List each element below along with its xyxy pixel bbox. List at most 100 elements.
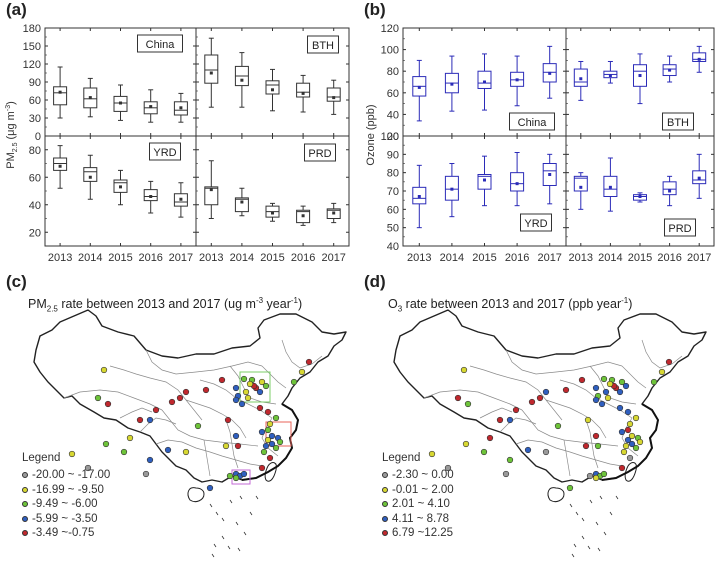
region-label-china: China (137, 34, 183, 53)
south-china-sea-island (229, 499, 233, 504)
legend-title: Legend (382, 452, 421, 464)
region-label-text: YRD (524, 218, 547, 230)
station-point (480, 448, 488, 456)
box-iqr (573, 175, 588, 192)
box-china-2014 (444, 55, 459, 112)
station-point (622, 382, 630, 390)
box-mean-marker (58, 90, 62, 94)
station-point (218, 376, 226, 384)
box-yrd-2016 (510, 152, 525, 207)
y-axis-label: PM2.5 (μg m-3) (5, 101, 19, 169)
station-point (592, 432, 600, 440)
map-d-legend: Legend -2.30 ~ 0.00 -0.01 ~ 2.00 2.01 ~ … (382, 452, 454, 541)
hainan-island (547, 487, 565, 503)
box-mean-marker (417, 195, 421, 198)
x-tick-label: 2017 (169, 252, 193, 264)
station-point (104, 400, 112, 408)
box-china-2015 (477, 53, 492, 111)
province-border (469, 365, 563, 421)
box-mean-marker (149, 105, 153, 109)
box-china-2013 (53, 66, 68, 119)
y-tick-label: 20 (387, 131, 399, 143)
station-point (272, 414, 280, 422)
box-mean-marker (608, 74, 612, 78)
box-mean-marker (301, 91, 305, 95)
y-tick-label: 150 (23, 41, 41, 53)
province-border (63, 389, 163, 411)
x-tick-label: 2017 (321, 252, 345, 264)
legend-dot-icon (382, 515, 388, 522)
box-prd-2014 (603, 157, 618, 212)
box-yrd-2014 (83, 154, 98, 200)
station-point (246, 380, 254, 388)
station-point (305, 358, 313, 366)
y-tick-label: 60 (29, 95, 41, 107)
box-mean-marker (579, 185, 583, 189)
region-label-box (137, 34, 183, 53)
box-mean-marker (668, 68, 672, 72)
station-point (618, 464, 626, 472)
x-tick-label: 2015 (108, 252, 132, 264)
station-point (240, 470, 248, 478)
station-point (592, 384, 600, 392)
station-point (632, 444, 640, 452)
x-tick-label: 2014 (230, 252, 254, 264)
box-mean-marker (149, 195, 153, 198)
y-tick-label: 100 (381, 45, 399, 57)
station-point (542, 448, 550, 456)
station-point (462, 440, 470, 448)
region-label-bth: BTH (307, 35, 339, 54)
province-border (479, 407, 513, 419)
box-bth-2014 (603, 60, 618, 84)
province-border (155, 439, 263, 467)
south-china-sea-island (215, 511, 219, 516)
station-point (566, 484, 574, 492)
station-point (234, 442, 242, 450)
region-label-yrd: YRD (149, 142, 181, 161)
station-point (632, 414, 640, 422)
y-tick-label: 30 (29, 113, 41, 125)
box-bth-2016 (296, 74, 311, 113)
y-tick-label: 90 (29, 77, 41, 89)
south-china-sea-island (243, 531, 247, 536)
province-border (185, 399, 247, 439)
ylabel-part: ) (5, 101, 17, 105)
station-point (84, 464, 92, 472)
province-border (499, 417, 537, 433)
box-mean-marker (515, 182, 519, 186)
station-point (260, 448, 268, 456)
y-tick-label: 80 (29, 145, 41, 157)
y-tick-label: 40 (387, 109, 399, 121)
station-point (618, 378, 626, 386)
y-tick-label: 100 (381, 131, 399, 143)
station-point (622, 442, 630, 450)
south-china-sea-island (221, 517, 225, 522)
station-point (562, 386, 570, 394)
x-tick-label: 2013 (407, 252, 431, 264)
south-china-sea-island (587, 545, 591, 550)
station-point (618, 428, 626, 436)
x-tick-label: 2017 (687, 252, 711, 264)
region-label-box (662, 112, 694, 131)
legend-item: -5.99 ~ -3.50 (22, 512, 110, 527)
box-mean-marker (608, 185, 612, 189)
station-point (602, 388, 610, 396)
legend-dot-icon (382, 472, 388, 479)
x-tick-label: 2017 (537, 252, 561, 264)
station-point (586, 472, 594, 480)
box-mean-marker (271, 88, 274, 92)
station-point (604, 394, 612, 402)
station-point (202, 386, 210, 394)
region-label-yrd: YRD (520, 213, 552, 232)
box-iqr (692, 52, 707, 62)
box-bth-2015 (633, 53, 647, 105)
station-point (256, 404, 264, 412)
station-point (486, 434, 494, 442)
box-mean-marker (332, 211, 336, 215)
station-point (266, 420, 274, 428)
map-c-title: PM2.5 rate between 2013 and 2017 (ug m-3… (28, 296, 303, 314)
y-tick-label: 70 (387, 186, 399, 198)
box-mean-marker (119, 185, 122, 189)
box-bth-2013 (204, 37, 219, 108)
box-mean-marker (209, 71, 213, 75)
